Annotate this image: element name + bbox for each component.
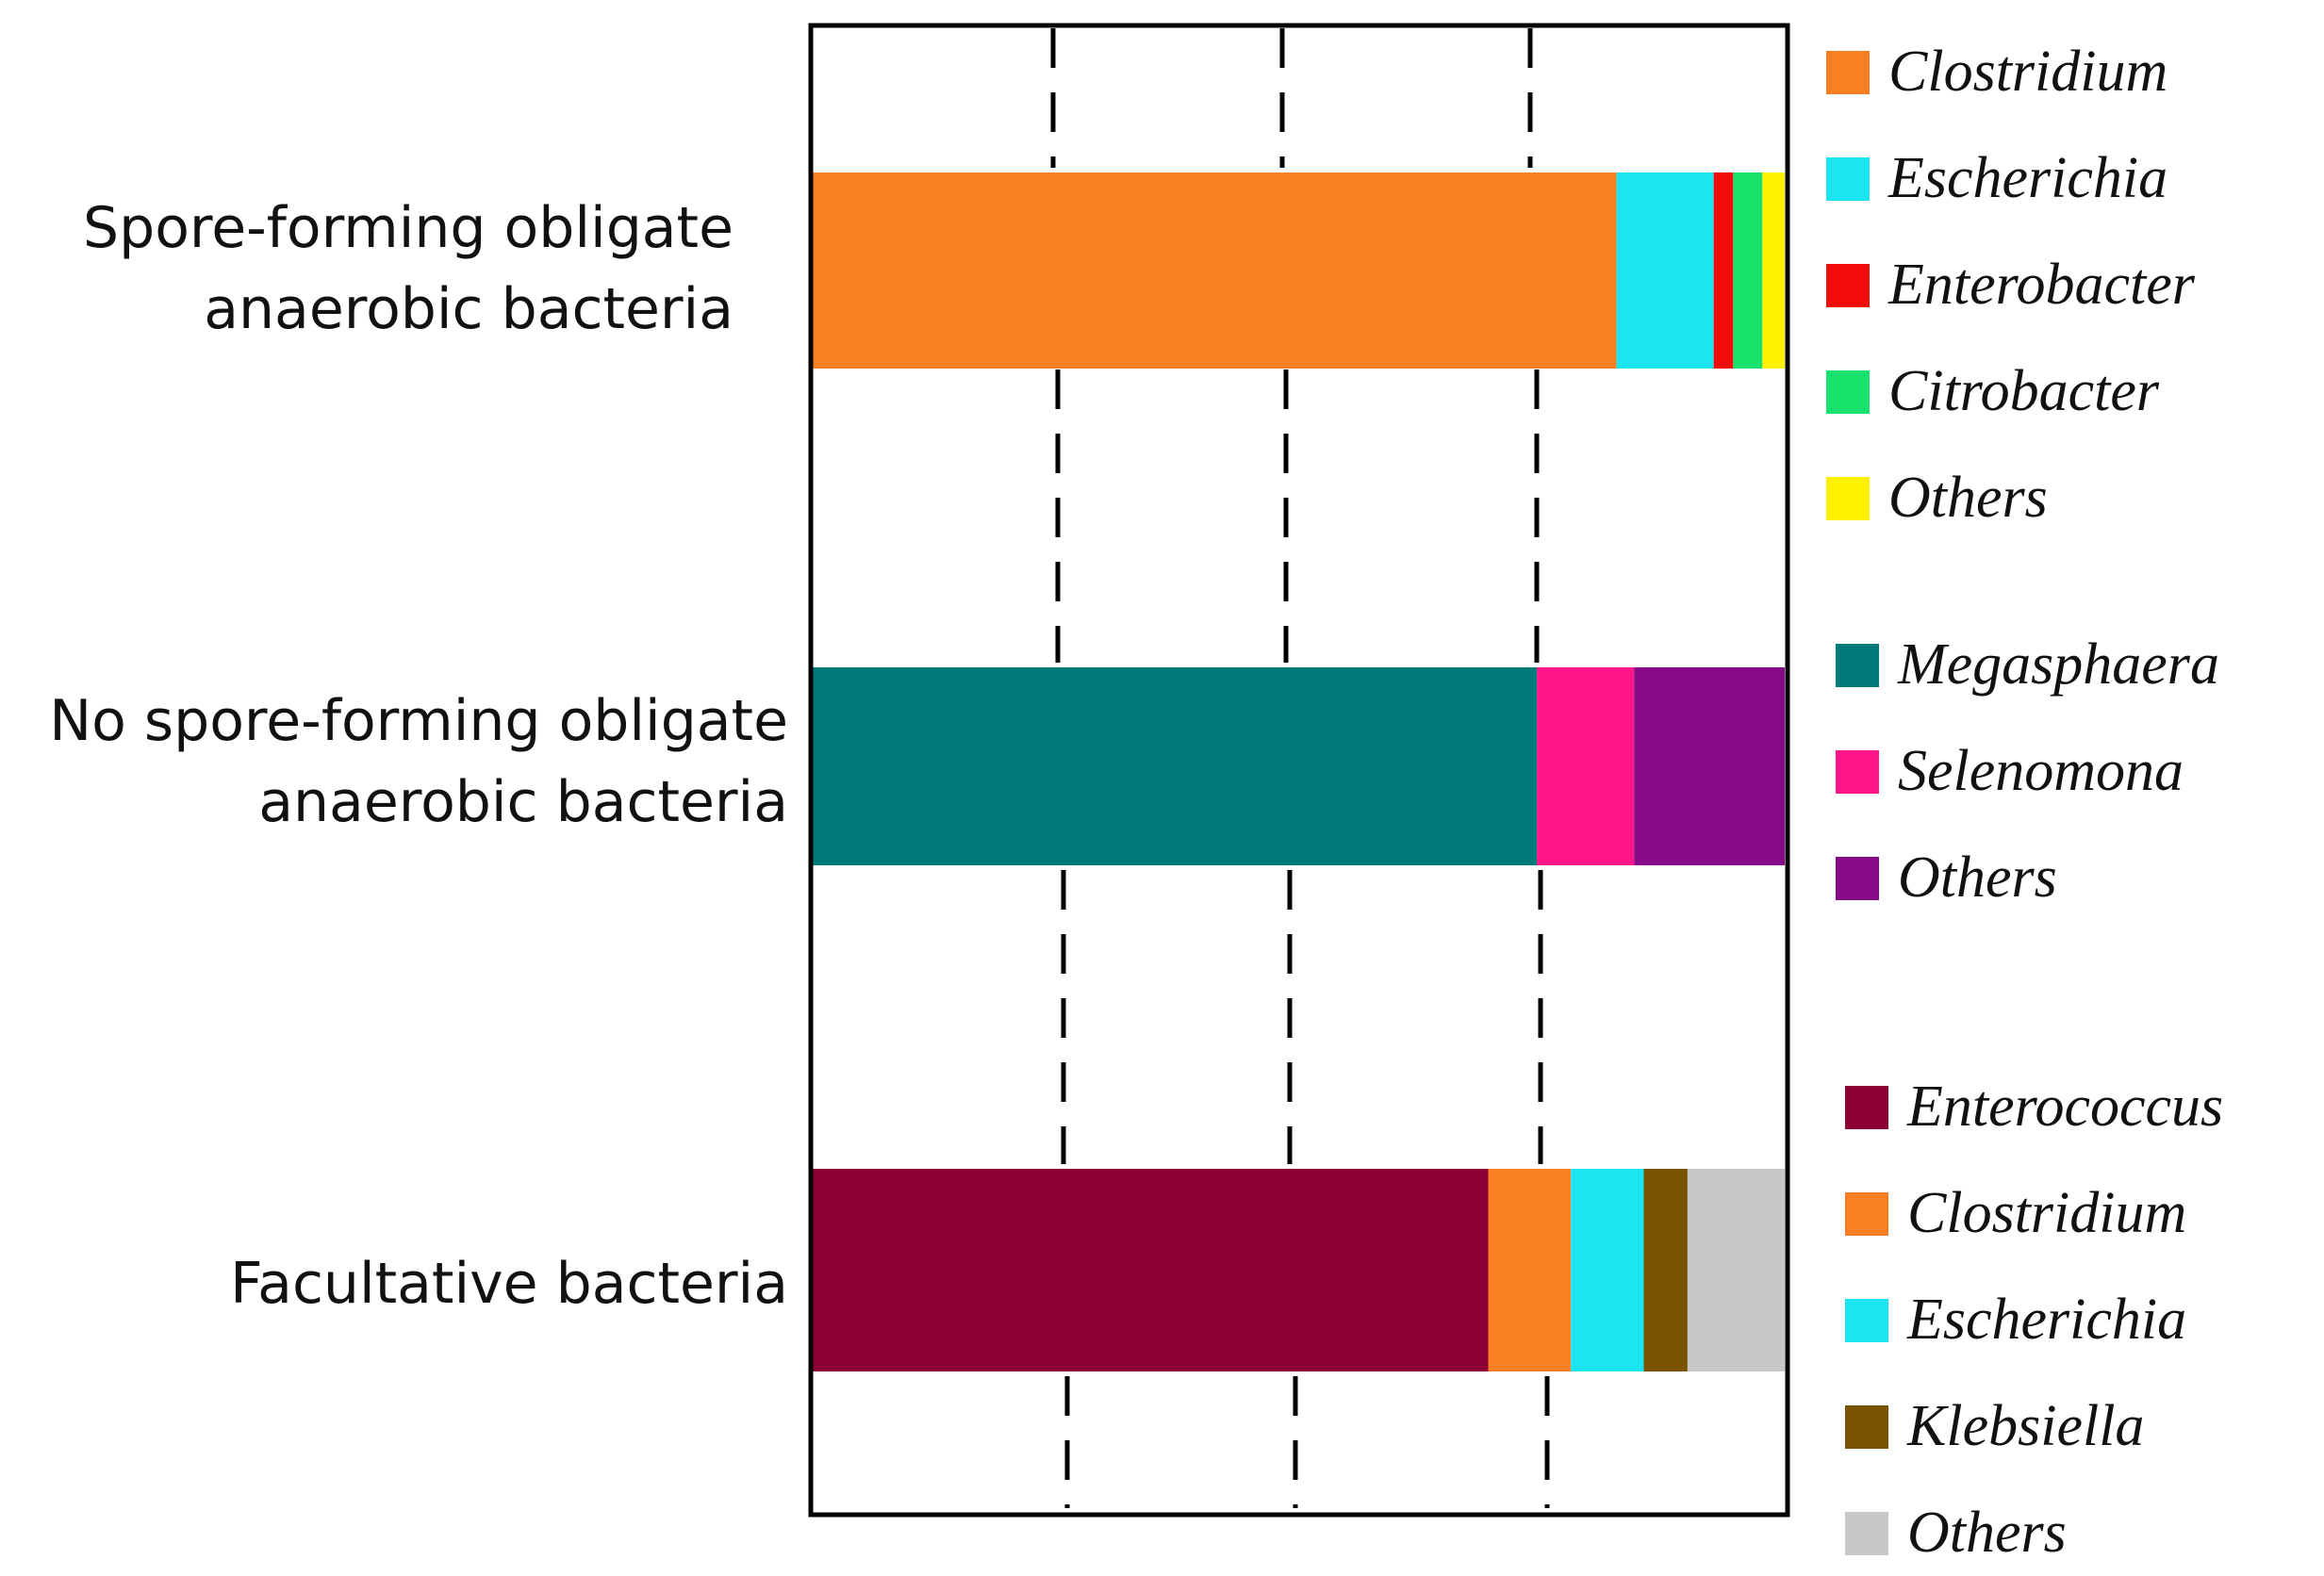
category-label: No spore-forming obligate	[49, 688, 788, 754]
legend-swatch	[1826, 477, 1870, 520]
bar-segment	[1616, 172, 1714, 369]
legend-label: Enterobacter	[1887, 253, 2196, 317]
legend-label: Escherichia	[1906, 1288, 2186, 1352]
bar-segment	[813, 172, 1617, 369]
bar-segment	[813, 667, 1538, 865]
legend-label: Others	[1907, 1501, 2067, 1565]
legend-swatch	[1845, 1086, 1888, 1129]
category-label: Facultative bacteria	[230, 1251, 788, 1317]
category-label: anaerobic bacteria	[258, 769, 788, 835]
legend-label: Klebsiella	[1906, 1394, 2144, 1458]
legend-swatch	[1845, 1299, 1888, 1342]
legend-label: Escherichia	[1887, 146, 2167, 210]
legend-label: Selenomona	[1898, 739, 2184, 803]
legend-label: Megasphaera	[1897, 632, 2219, 697]
legend-swatch	[1826, 157, 1870, 201]
bar-segment	[1733, 172, 1763, 369]
bar-segment	[1687, 1169, 1785, 1371]
legend-swatch	[1845, 1512, 1888, 1555]
bar-segment	[1571, 1169, 1644, 1371]
plot-frame	[808, 23, 1790, 1518]
legend-swatch	[1836, 644, 1879, 687]
bar-segment	[1762, 172, 1785, 369]
legend-label: Others	[1888, 466, 2048, 530]
bar-segment	[1643, 1169, 1688, 1371]
category-label: Spore-forming obligate	[83, 195, 733, 261]
legend-label: Clostridium	[1888, 40, 2167, 104]
legend-swatch	[1826, 264, 1870, 307]
category-label: anaerobic bacteria	[204, 276, 733, 342]
bar-segment	[813, 1169, 1489, 1371]
legend-swatch	[1845, 1405, 1888, 1449]
legend-swatch	[1826, 370, 1870, 414]
legend-swatch	[1826, 51, 1870, 94]
legend-label: Others	[1898, 845, 2057, 910]
category-labels: Spore-forming obligate anaerobic bacteria…	[49, 195, 788, 1317]
bar-segment	[1537, 667, 1635, 865]
bar-segment	[1488, 1169, 1572, 1371]
legend-swatch	[1836, 750, 1879, 794]
bar-segment	[1634, 667, 1785, 865]
legend-swatch	[1845, 1192, 1888, 1236]
legend-label: Clostridium	[1907, 1181, 2186, 1245]
legend-swatch	[1836, 857, 1879, 900]
legend-label: Citrobacter	[1888, 359, 2160, 423]
legends: Clostridium Escherichia Enterobacter Citrob…	[1826, 40, 2223, 1565]
bar-segment	[1713, 172, 1734, 369]
bars	[813, 172, 1785, 1371]
legend-label: Enterococcus	[1906, 1075, 2223, 1139]
gridlines	[1050, 28, 1550, 1508]
